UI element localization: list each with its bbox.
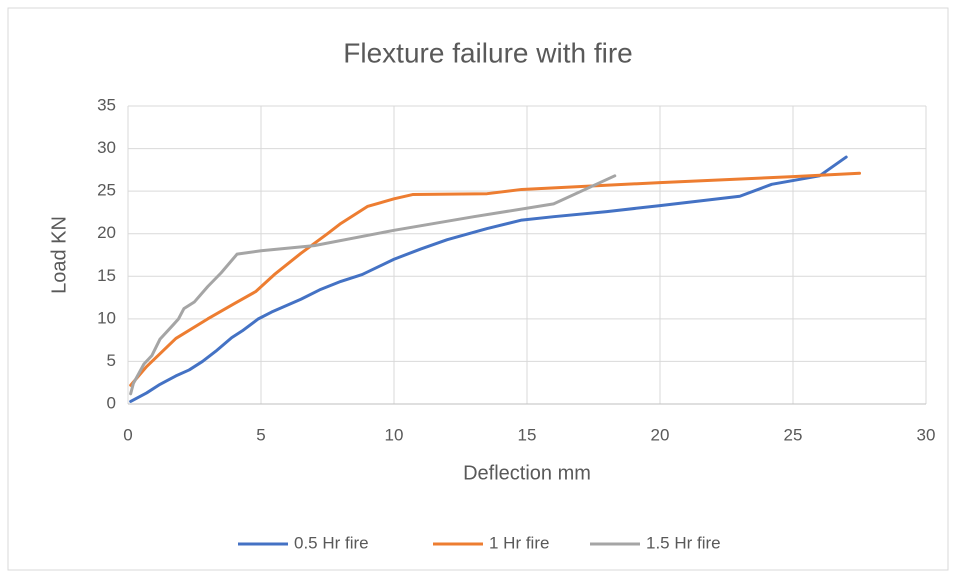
line-series: [129, 171, 861, 387]
line-series: [129, 155, 848, 403]
x-axis-label: Deflection mm: [463, 462, 591, 484]
y-tick-label: 25: [97, 181, 116, 200]
x-tick-label: 10: [385, 425, 404, 444]
y-tick-label: 30: [97, 138, 116, 157]
line-series: [129, 174, 617, 396]
chart-border: [7, 7, 949, 571]
legend-label: 1.5 Hr fire: [646, 533, 721, 552]
legend-label: 1 Hr fire: [489, 533, 549, 552]
x-tick-label: 20: [651, 425, 670, 444]
y-tick-label: 0: [107, 393, 116, 412]
y-tick-label: 15: [97, 266, 116, 285]
x-tick-label: 15: [518, 425, 537, 444]
x-tick-label: 5: [256, 425, 265, 444]
x-tick-label: 25: [784, 425, 803, 444]
legend-label: 0.5 Hr fire: [294, 533, 369, 552]
chart-title: Flexture failure with fire: [343, 37, 632, 68]
y-tick-label: 10: [97, 308, 116, 327]
x-tick-label: 0: [123, 425, 132, 444]
y-tick-label: 20: [97, 223, 116, 242]
y-axis-label: Load KN: [48, 216, 70, 294]
y-tick-label: 5: [107, 351, 116, 370]
x-tick-label: 30: [917, 425, 936, 444]
y-tick-label: 35: [97, 95, 116, 114]
